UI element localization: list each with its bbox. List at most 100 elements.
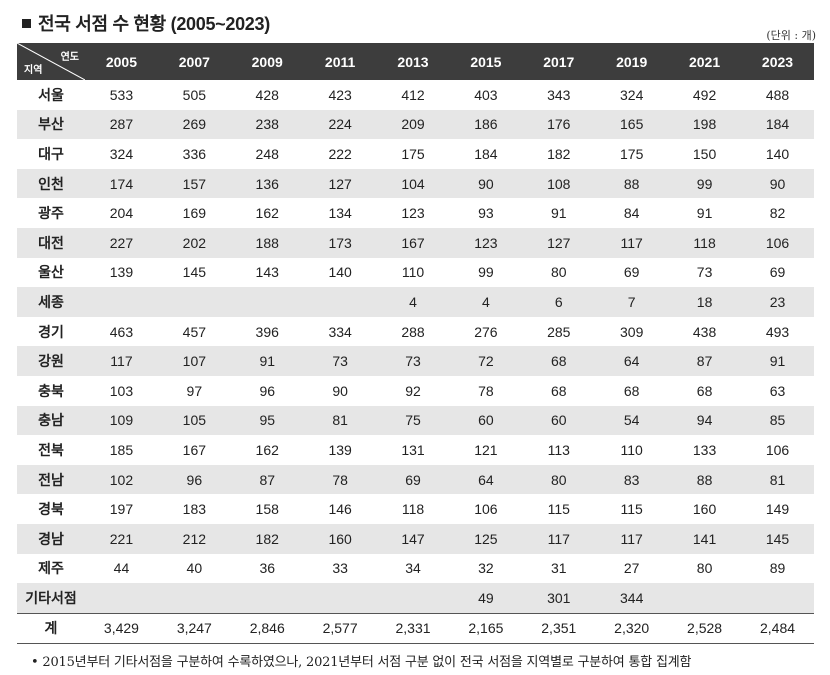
value-cell: 36: [259, 560, 276, 577]
value-cell: 146: [328, 501, 352, 518]
value-cell: 60: [522, 405, 596, 436]
year-header: 2017: [522, 43, 596, 80]
region-cell: 경북: [38, 501, 64, 518]
value-cell: 27: [623, 560, 640, 577]
value-cell: 34: [405, 560, 421, 577]
value-cell: 343: [547, 86, 571, 103]
value-cell: 488: [765, 86, 790, 103]
value-cell: 127: [522, 227, 596, 258]
value-cell: 75: [376, 405, 450, 436]
table-row: 경기 463 457 396 334 288 276 285 309 438 493: [17, 317, 814, 347]
table-row: 대구 324 336 248 222 175 184 182 175 150 140: [17, 139, 814, 169]
region-cell: 인천: [17, 168, 85, 199]
corner-header-cell: 연도 지역: [17, 43, 85, 80]
value-cell: 123: [449, 227, 523, 258]
value-cell: 139: [109, 264, 134, 281]
value-cell: 184: [474, 145, 498, 162]
value-cell: 73: [303, 346, 377, 376]
value-cell: 136: [230, 168, 304, 199]
value-cell: 88: [595, 168, 669, 199]
value-cell: 69: [623, 264, 640, 281]
value-cell: 64: [449, 464, 523, 495]
table-row: 경북 197 183 158 146 118 106 115 115 160 149: [17, 494, 814, 524]
region-cell: 대구: [38, 145, 64, 162]
value-cell: 209: [376, 109, 450, 140]
value-cell: 2,528: [668, 612, 742, 645]
value-cell: 99: [668, 168, 742, 199]
title-text: 전국 서점 수 현황 (2005~2023): [38, 14, 270, 34]
value-cell: 118: [401, 501, 425, 518]
year-header: 2009: [230, 43, 304, 80]
value-cell: 167: [376, 227, 450, 258]
value-cell: 4: [449, 287, 523, 317]
value-cell: 143: [255, 264, 279, 281]
diagonal-line-icon: [17, 43, 85, 80]
value-cell: 185: [109, 441, 134, 458]
value-cell: 89: [769, 560, 786, 577]
value-cell: 72: [449, 346, 523, 376]
value-cell: 160: [692, 501, 717, 518]
value-cell: [230, 287, 304, 317]
value-cell: 91: [696, 205, 713, 222]
value-cell: 396: [255, 323, 279, 340]
table-row: 인천 174 157 136 127 104 90 108 88 99 90: [17, 168, 814, 199]
value-cell: 32: [478, 560, 494, 577]
value-cell: 91: [741, 346, 814, 376]
value-cell: 2,320: [595, 612, 669, 645]
table-row: 세종 4 4 6 7 18 23: [17, 287, 814, 317]
value-cell: 92: [405, 382, 421, 399]
table-row: 전남 102 96 87 78 69 64 80 83 88 81: [17, 464, 814, 495]
value-cell: 165: [595, 109, 669, 140]
value-cell: 103: [109, 382, 134, 399]
value-cell: 182: [230, 523, 304, 554]
region-cell: 강원: [17, 346, 85, 376]
value-cell: 428: [255, 86, 279, 103]
table-header-row: 연도 지역 2005 2007 2009 2011 2013 2015 2017 2019 20…: [17, 43, 814, 80]
value-cell: 2,484: [741, 612, 814, 645]
region-cell: 제주: [38, 560, 64, 577]
value-cell: 110: [620, 441, 643, 458]
value-cell: 85: [741, 405, 814, 436]
value-cell: 285: [547, 323, 571, 340]
value-cell: 82: [769, 205, 786, 222]
value-cell: 115: [547, 501, 570, 518]
value-cell: 493: [765, 323, 790, 340]
table-row: 경남 221 212 182 160 147 125 117 117 141 145: [17, 523, 814, 554]
value-cell: 492: [692, 86, 717, 103]
value-cell: 344: [595, 583, 669, 614]
value-cell: 167: [182, 441, 207, 458]
value-cell: 83: [595, 464, 669, 495]
value-cell: 81: [303, 405, 377, 436]
value-cell: 197: [109, 501, 134, 518]
value-cell: 533: [109, 86, 134, 103]
corner-region-label: 지역: [24, 65, 43, 76]
table-row: 제주 44 40 36 33 34 32 31 27 80 89: [17, 554, 814, 584]
region-cell: 서울: [38, 86, 64, 103]
value-cell: 44: [113, 560, 130, 577]
page-title: 전국 서점 수 현황 (2005~2023): [22, 10, 270, 36]
value-cell: 188: [230, 227, 304, 258]
value-cell: 73: [376, 346, 450, 376]
region-cell: 기타서점: [17, 583, 85, 614]
value-cell: 123: [401, 205, 425, 222]
value-cell: 403: [474, 86, 498, 103]
value-cell: 127: [303, 168, 377, 199]
region-cell: 부산: [17, 109, 85, 140]
value-cell: 91: [551, 205, 567, 222]
value-cell: 183: [182, 501, 207, 518]
value-cell: 97: [186, 382, 203, 399]
table-body: 서울 533 505 428 423 412 403 343 324 492 488 부산 287 269…: [17, 80, 814, 645]
value-cell: 134: [328, 205, 352, 222]
value-cell: 176: [522, 109, 596, 140]
value-cell: 175: [620, 145, 644, 162]
value-cell: 117: [85, 346, 158, 376]
value-cell: 40: [186, 560, 203, 577]
value-cell: [376, 583, 450, 614]
value-cell: 7: [595, 287, 669, 317]
value-cell: 227: [85, 227, 158, 258]
value-cell: 139: [328, 441, 352, 458]
value-cell: 162: [255, 441, 279, 458]
value-cell: 99: [478, 264, 494, 281]
value-cell: 162: [255, 205, 279, 222]
region-cell: 경남: [17, 523, 85, 554]
